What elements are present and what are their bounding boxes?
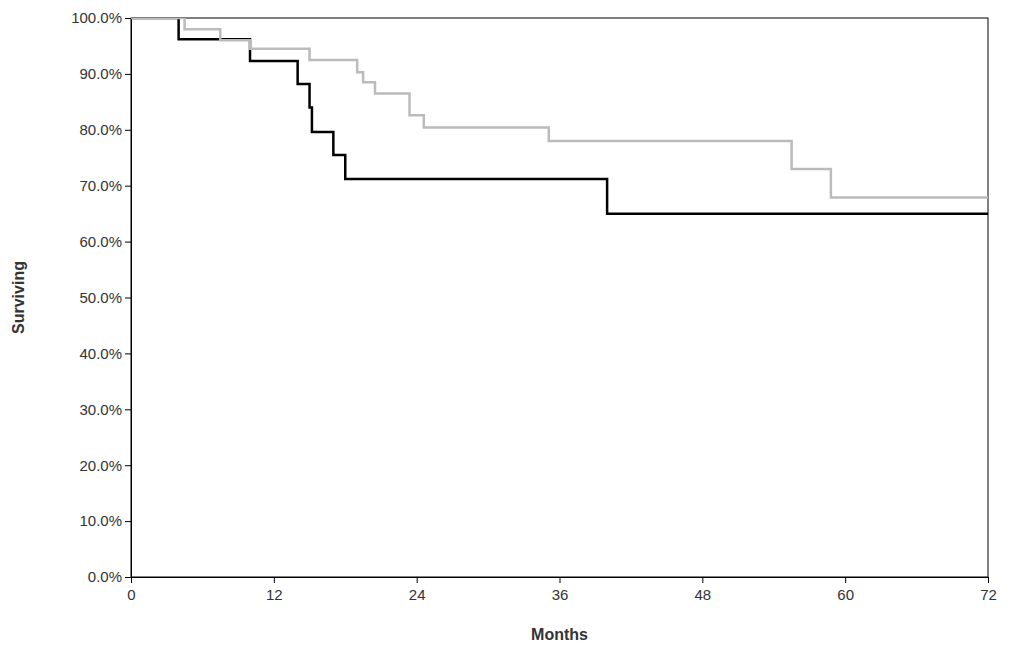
- x-axis: 0 12 24 36 48 60 72: [127, 577, 997, 603]
- y-tick: 90.0%: [79, 65, 131, 82]
- x-tick: 48: [694, 577, 711, 603]
- x-tick-mark: [560, 577, 561, 583]
- x-tick: 0: [127, 577, 135, 603]
- y-tick: 30.0%: [79, 401, 131, 418]
- y-tick-mark: [125, 186, 131, 187]
- y-tick: 40.0%: [79, 345, 131, 362]
- y-tick-label: 100.0%: [71, 9, 122, 26]
- x-tick-mark: [988, 577, 989, 583]
- x-tick-label: 36: [552, 586, 569, 603]
- y-tick-label: 50.0%: [79, 289, 122, 306]
- y-tick-label: 70.0%: [79, 177, 122, 194]
- x-tick-mark: [417, 577, 418, 583]
- plot-frame: [131, 18, 988, 577]
- x-axis-title: Months: [531, 626, 588, 643]
- x-tick-mark: [845, 577, 846, 583]
- y-tick-mark: [125, 298, 131, 299]
- y-tick-label: 60.0%: [79, 233, 122, 250]
- y-tick: 70.0%: [79, 177, 131, 194]
- y-tick-mark: [125, 130, 131, 131]
- y-tick-mark: [125, 18, 131, 19]
- y-tick: 100.0%: [71, 9, 131, 26]
- x-tick-label: 60: [837, 586, 854, 603]
- y-tick-label: 10.0%: [79, 512, 122, 529]
- x-tick-mark: [274, 577, 275, 583]
- x-tick: 60: [837, 577, 854, 603]
- y-tick-label: 90.0%: [79, 65, 122, 82]
- y-tick-label: 30.0%: [79, 401, 122, 418]
- y-tick: 0.0%: [88, 568, 131, 585]
- y-tick-label: 40.0%: [79, 345, 122, 362]
- y-tick-label: 0.0%: [88, 568, 122, 585]
- x-tick: 36: [552, 577, 569, 603]
- y-tick: 50.0%: [79, 289, 131, 306]
- y-tick-mark: [125, 242, 131, 243]
- y-tick: 80.0%: [79, 121, 131, 138]
- y-tick-mark: [125, 465, 131, 466]
- y-tick-mark: [125, 409, 131, 410]
- y-tick: 20.0%: [79, 457, 131, 474]
- y-tick-label: 80.0%: [79, 121, 122, 138]
- y-tick-label: 20.0%: [79, 457, 122, 474]
- y-tick-mark: [125, 74, 131, 75]
- x-tick: 12: [266, 577, 283, 603]
- y-axis: 0.0% 10.0% 20.0% 30.0% 40.0% 50.0% 60.0% 70.0% 8…: [71, 9, 131, 585]
- y-tick: 60.0%: [79, 233, 131, 250]
- y-axis-title: Surviving: [10, 261, 27, 334]
- y-tick-mark: [125, 521, 131, 522]
- survival-line: [131, 18, 988, 214]
- plot: 0 12 24 36 48 60 72 0.0% 10.0% 20.0% 30.0% 40.0% 50.…: [71, 9, 997, 602]
- x-tick-label: 24: [409, 586, 426, 603]
- x-tick-label: 12: [266, 586, 283, 603]
- y-tick-mark: [125, 353, 131, 354]
- x-tick: 24: [409, 577, 426, 603]
- y-tick: 10.0%: [79, 512, 131, 529]
- x-tick-label: 48: [694, 586, 711, 603]
- x-tick: 72: [980, 577, 997, 603]
- x-tick-label: 72: [980, 586, 997, 603]
- survival-line: [131, 18, 988, 197]
- x-axis-line: [132, 578, 989, 584]
- chart: 0 12 24 36 48 60 72 0.0% 10.0% 20.0% 30.0% 40.0% 50.…: [0, 0, 1011, 652]
- x-tick-label: 0: [127, 586, 135, 603]
- series-group: [131, 18, 988, 214]
- y-axis-line: [125, 19, 132, 578]
- x-tick-mark: [702, 577, 703, 583]
- y-tick-mark: [125, 577, 131, 578]
